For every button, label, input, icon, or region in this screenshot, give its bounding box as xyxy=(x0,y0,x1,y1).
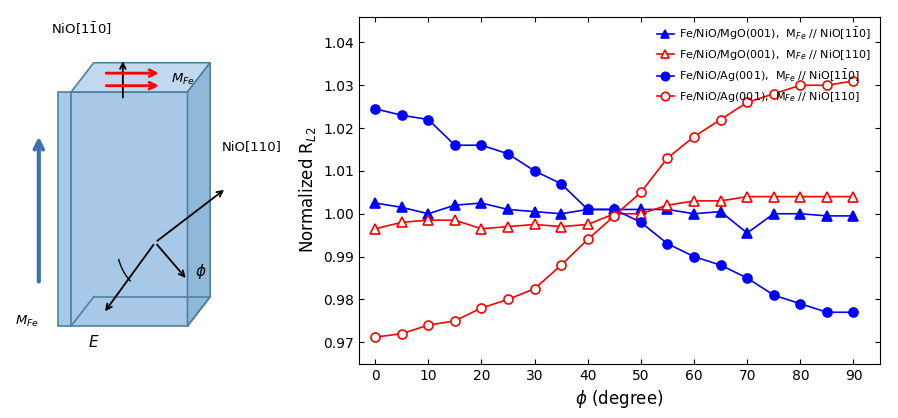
Fe/NiO/MgO(001),  M$_{Fe}$ // NiO[110] xyxy=(476,226,487,231)
Fe/NiO/Ag(001),  M$_{Fe}$ // NiO[110] xyxy=(450,319,461,324)
Fe/NiO/MgO(001),  M$_{Fe}$ // NiO[110] xyxy=(795,194,806,199)
Fe/NiO/MgO(001),  M$_{Fe}$ // NiO[1$\bar{1}$0] xyxy=(822,213,832,218)
Fe/NiO/MgO(001),  M$_{Fe}$ // NiO[1$\bar{1}$0] xyxy=(423,211,434,216)
Fe/NiO/MgO(001),  M$_{Fe}$ // NiO[110] xyxy=(396,220,407,225)
Fe/NiO/Ag(001),  M$_{Fe}$ // NiO[110] xyxy=(396,331,407,336)
Line: Fe/NiO/Ag(001),  M$_{Fe}$ // NiO[110]: Fe/NiO/Ag(001), M$_{Fe}$ // NiO[110] xyxy=(371,76,858,342)
Fe/NiO/MgO(001),  M$_{Fe}$ // NiO[1$\bar{1}$0] xyxy=(529,209,540,214)
Fe/NiO/MgO(001),  M$_{Fe}$ // NiO[110] xyxy=(556,224,567,229)
Fe/NiO/Ag(001),  M$_{Fe}$ // NiO[1$\bar{1}$0] xyxy=(529,168,540,173)
Fe/NiO/Ag(001),  M$_{Fe}$ // NiO[1$\bar{1}$0] xyxy=(503,151,514,156)
Fe/NiO/MgO(001),  M$_{Fe}$ // NiO[110] xyxy=(822,194,832,199)
Fe/NiO/MgO(001),  M$_{Fe}$ // NiO[110] xyxy=(715,199,726,204)
Fe/NiO/Ag(001),  M$_{Fe}$ // NiO[110] xyxy=(582,237,593,242)
Text: $M_{Fe}$: $M_{Fe}$ xyxy=(15,314,40,329)
Fe/NiO/Ag(001),  M$_{Fe}$ // NiO[110] xyxy=(503,297,514,302)
Text: NiO[110]: NiO[110] xyxy=(222,140,282,153)
Fe/NiO/MgO(001),  M$_{Fe}$ // NiO[110] xyxy=(370,226,381,231)
Line: Fe/NiO/MgO(001),  M$_{Fe}$ // NiO[1$\bar{1}$0]: Fe/NiO/MgO(001), M$_{Fe}$ // NiO[1$\bar{… xyxy=(370,198,858,238)
Line: Fe/NiO/MgO(001),  M$_{Fe}$ // NiO[110]: Fe/NiO/MgO(001), M$_{Fe}$ // NiO[110] xyxy=(370,191,858,234)
Legend: Fe/NiO/MgO(001),  M$_{Fe}$ // NiO[1$\bar{1}$0], Fe/NiO/MgO(001),  M$_{Fe}$ // Ni: Fe/NiO/MgO(001), M$_{Fe}$ // NiO[1$\bar{… xyxy=(654,22,875,108)
Fe/NiO/Ag(001),  M$_{Fe}$ // NiO[110] xyxy=(742,100,753,105)
Fe/NiO/MgO(001),  M$_{Fe}$ // NiO[110] xyxy=(636,211,647,216)
Fe/NiO/Ag(001),  M$_{Fe}$ // NiO[110] xyxy=(848,79,858,84)
Line: Fe/NiO/Ag(001),  M$_{Fe}$ // NiO[1$\bar{1}$0]: Fe/NiO/Ag(001), M$_{Fe}$ // NiO[1$\bar{1… xyxy=(371,104,858,317)
Fe/NiO/MgO(001),  M$_{Fe}$ // NiO[110] xyxy=(662,203,673,208)
Fe/NiO/Ag(001),  M$_{Fe}$ // NiO[110] xyxy=(476,306,487,311)
Fe/NiO/Ag(001),  M$_{Fe}$ // NiO[1$\bar{1}$0] xyxy=(636,220,647,225)
Fe/NiO/MgO(001),  M$_{Fe}$ // NiO[1$\bar{1}$0] xyxy=(503,207,514,212)
Fe/NiO/MgO(001),  M$_{Fe}$ // NiO[1$\bar{1}$0] xyxy=(662,207,673,212)
Fe/NiO/Ag(001),  M$_{Fe}$ // NiO[110] xyxy=(689,134,700,139)
Fe/NiO/Ag(001),  M$_{Fe}$ // NiO[110] xyxy=(662,155,673,161)
Fe/NiO/MgO(001),  M$_{Fe}$ // NiO[110] xyxy=(689,199,700,204)
Fe/NiO/MgO(001),  M$_{Fe}$ // NiO[1$\bar{1}$0] xyxy=(848,213,858,218)
Fe/NiO/Ag(001),  M$_{Fe}$ // NiO[1$\bar{1}$0] xyxy=(556,181,567,186)
Fe/NiO/MgO(001),  M$_{Fe}$ // NiO[1$\bar{1}$0] xyxy=(582,207,593,212)
Fe/NiO/MgO(001),  M$_{Fe}$ // NiO[110] xyxy=(769,194,779,199)
Fe/NiO/Ag(001),  M$_{Fe}$ // NiO[110] xyxy=(556,263,567,268)
Fe/NiO/MgO(001),  M$_{Fe}$ // NiO[1$\bar{1}$0] xyxy=(556,211,567,216)
Fe/NiO/Ag(001),  M$_{Fe}$ // NiO[1$\bar{1}$0] xyxy=(423,117,434,122)
Fe/NiO/Ag(001),  M$_{Fe}$ // NiO[110] xyxy=(370,334,381,339)
Text: $M_{Fe}$: $M_{Fe}$ xyxy=(172,72,196,87)
Fe/NiO/MgO(001),  M$_{Fe}$ // NiO[110] xyxy=(423,218,434,223)
Fe/NiO/Ag(001),  M$_{Fe}$ // NiO[1$\bar{1}$0] xyxy=(742,275,753,280)
Fe/NiO/MgO(001),  M$_{Fe}$ // NiO[110] xyxy=(582,222,593,227)
Fe/NiO/Ag(001),  M$_{Fe}$ // NiO[1$\bar{1}$0] xyxy=(476,143,487,148)
Fe/NiO/MgO(001),  M$_{Fe}$ // NiO[1$\bar{1}$0] xyxy=(689,211,700,216)
Text: $E$: $E$ xyxy=(88,334,100,350)
Fe/NiO/MgO(001),  M$_{Fe}$ // NiO[1$\bar{1}$0] xyxy=(769,211,779,216)
Fe/NiO/Ag(001),  M$_{Fe}$ // NiO[110] xyxy=(529,286,540,291)
Fe/NiO/MgO(001),  M$_{Fe}$ // NiO[1$\bar{1}$0] xyxy=(609,207,620,212)
Fe/NiO/Ag(001),  M$_{Fe}$ // NiO[110] xyxy=(636,190,647,195)
Fe/NiO/Ag(001),  M$_{Fe}$ // NiO[1$\bar{1}$0] xyxy=(450,143,461,148)
Fe/NiO/MgO(001),  M$_{Fe}$ // NiO[1$\bar{1}$0] xyxy=(476,201,487,206)
Fe/NiO/Ag(001),  M$_{Fe}$ // NiO[110] xyxy=(769,91,779,96)
Fe/NiO/Ag(001),  M$_{Fe}$ // NiO[1$\bar{1}$0] xyxy=(689,254,700,259)
Fe/NiO/Ag(001),  M$_{Fe}$ // NiO[1$\bar{1}$0] xyxy=(582,207,593,212)
Fe/NiO/MgO(001),  M$_{Fe}$ // NiO[1$\bar{1}$0] xyxy=(396,205,407,210)
Fe/NiO/MgO(001),  M$_{Fe}$ // NiO[1$\bar{1}$0] xyxy=(450,203,461,208)
Fe/NiO/MgO(001),  M$_{Fe}$ // NiO[110] xyxy=(742,194,753,199)
Fe/NiO/Ag(001),  M$_{Fe}$ // NiO[1$\bar{1}$0] xyxy=(609,207,620,212)
Fe/NiO/MgO(001),  M$_{Fe}$ // NiO[110] xyxy=(529,222,540,227)
Text: NiO[1$\bar{1}$0]: NiO[1$\bar{1}$0] xyxy=(50,21,111,38)
Polygon shape xyxy=(58,92,71,326)
Fe/NiO/Ag(001),  M$_{Fe}$ // NiO[1$\bar{1}$0] xyxy=(822,310,832,315)
Fe/NiO/Ag(001),  M$_{Fe}$ // NiO[1$\bar{1}$0] xyxy=(769,293,779,298)
X-axis label: $\phi$ (degree): $\phi$ (degree) xyxy=(576,388,664,410)
Fe/NiO/MgO(001),  M$_{Fe}$ // NiO[1$\bar{1}$0] xyxy=(636,207,647,212)
Fe/NiO/Ag(001),  M$_{Fe}$ // NiO[110] xyxy=(795,83,806,88)
Polygon shape xyxy=(71,63,210,92)
Fe/NiO/Ag(001),  M$_{Fe}$ // NiO[1$\bar{1}$0] xyxy=(662,241,673,246)
Fe/NiO/MgO(001),  M$_{Fe}$ // NiO[1$\bar{1}$0] xyxy=(715,209,726,214)
Y-axis label: Normalized R$_{L2}$: Normalized R$_{L2}$ xyxy=(297,127,318,253)
Fe/NiO/Ag(001),  M$_{Fe}$ // NiO[110] xyxy=(715,117,726,122)
Fe/NiO/Ag(001),  M$_{Fe}$ // NiO[1$\bar{1}$0] xyxy=(795,301,806,306)
Polygon shape xyxy=(71,92,188,326)
Fe/NiO/Ag(001),  M$_{Fe}$ // NiO[1$\bar{1}$0] xyxy=(370,106,381,111)
Fe/NiO/MgO(001),  M$_{Fe}$ // NiO[1$\bar{1}$0] xyxy=(370,201,381,206)
Fe/NiO/Ag(001),  M$_{Fe}$ // NiO[1$\bar{1}$0] xyxy=(396,113,407,118)
Polygon shape xyxy=(188,63,210,326)
Fe/NiO/Ag(001),  M$_{Fe}$ // NiO[110] xyxy=(609,213,620,218)
Fe/NiO/MgO(001),  M$_{Fe}$ // NiO[110] xyxy=(450,218,461,223)
Fe/NiO/Ag(001),  M$_{Fe}$ // NiO[1$\bar{1}$0] xyxy=(715,263,726,268)
Fe/NiO/MgO(001),  M$_{Fe}$ // NiO[110] xyxy=(609,211,620,216)
Fe/NiO/MgO(001),  M$_{Fe}$ // NiO[1$\bar{1}$0] xyxy=(795,211,806,216)
Fe/NiO/Ag(001),  M$_{Fe}$ // NiO[1$\bar{1}$0] xyxy=(848,310,858,315)
Fe/NiO/MgO(001),  M$_{Fe}$ // NiO[110] xyxy=(848,194,858,199)
Fe/NiO/Ag(001),  M$_{Fe}$ // NiO[110] xyxy=(423,323,434,328)
Fe/NiO/MgO(001),  M$_{Fe}$ // NiO[1$\bar{1}$0] xyxy=(742,230,753,235)
Fe/NiO/MgO(001),  M$_{Fe}$ // NiO[110] xyxy=(503,224,514,229)
Fe/NiO/Ag(001),  M$_{Fe}$ // NiO[110] xyxy=(822,83,832,88)
Text: $\phi$: $\phi$ xyxy=(195,262,207,281)
